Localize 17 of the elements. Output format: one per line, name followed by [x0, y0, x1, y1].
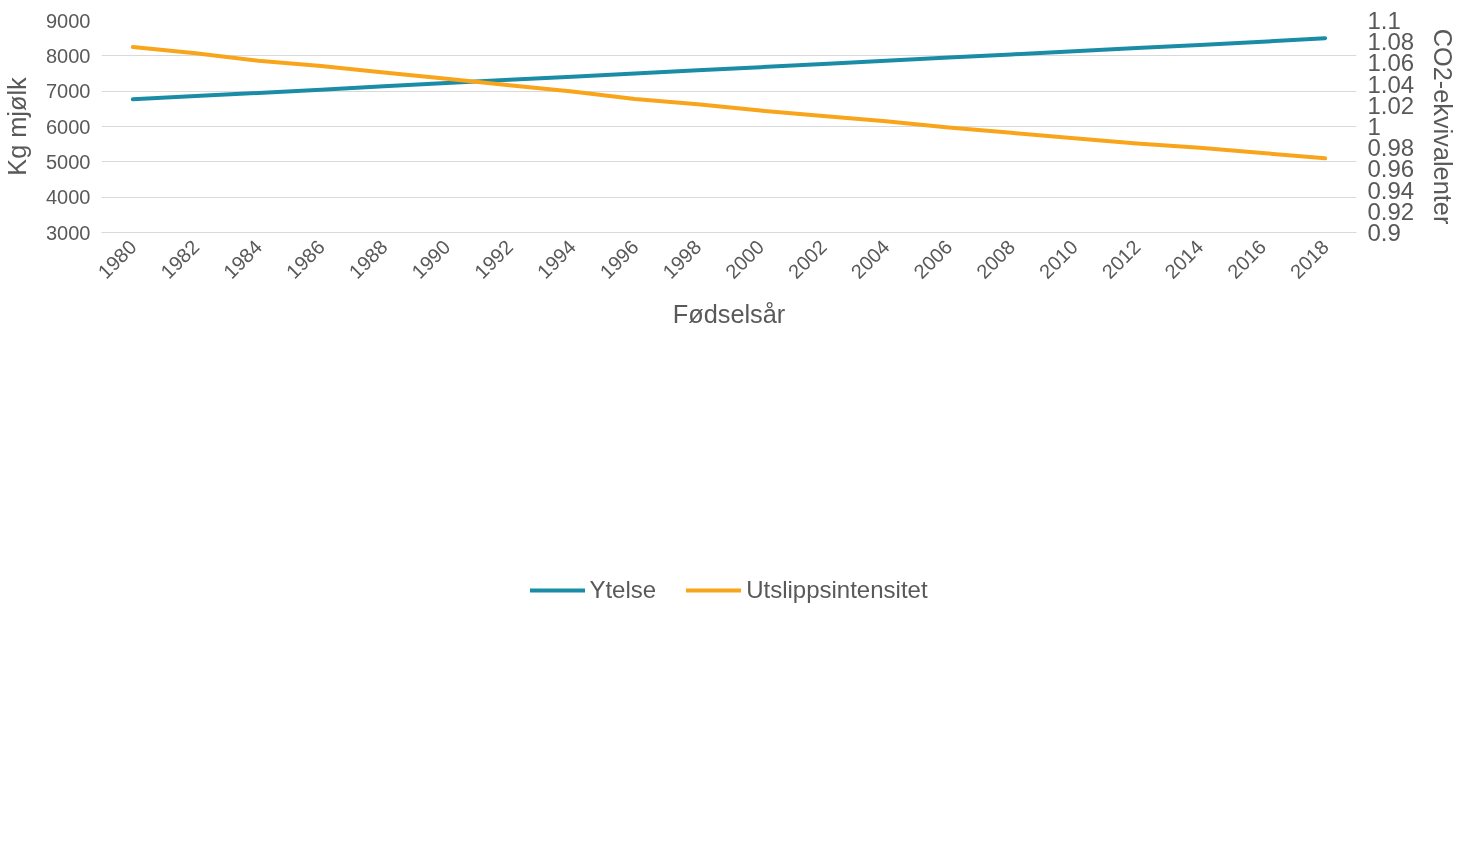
- y-tick-label: 4000: [46, 186, 91, 209]
- y-tick-label: 5000: [46, 150, 91, 173]
- y-axis-title: Kg mjølk: [3, 76, 32, 176]
- line-series: [130, 45, 1328, 161]
- y-tick-label: 9000: [46, 9, 91, 32]
- y-tick-label: 6000: [46, 115, 91, 138]
- legend-label: Utslippsintensitet: [746, 576, 928, 604]
- y2-tick-label: 1.1: [1367, 7, 1401, 34]
- y2-axis-title: CO2-ekvivalenter: [1429, 28, 1458, 225]
- y2-tick-label: 1: [1367, 113, 1381, 140]
- legend-label: Ytelse: [589, 576, 657, 604]
- line-series: [130, 36, 1328, 102]
- y-tick-label: 3000: [46, 221, 91, 244]
- y-tick-label: 7000: [46, 80, 91, 103]
- y-tick-label: 8000: [46, 44, 91, 67]
- x-axis-title: Fødselsår: [672, 299, 786, 328]
- y2-tick-label: 0.9: [1367, 219, 1401, 246]
